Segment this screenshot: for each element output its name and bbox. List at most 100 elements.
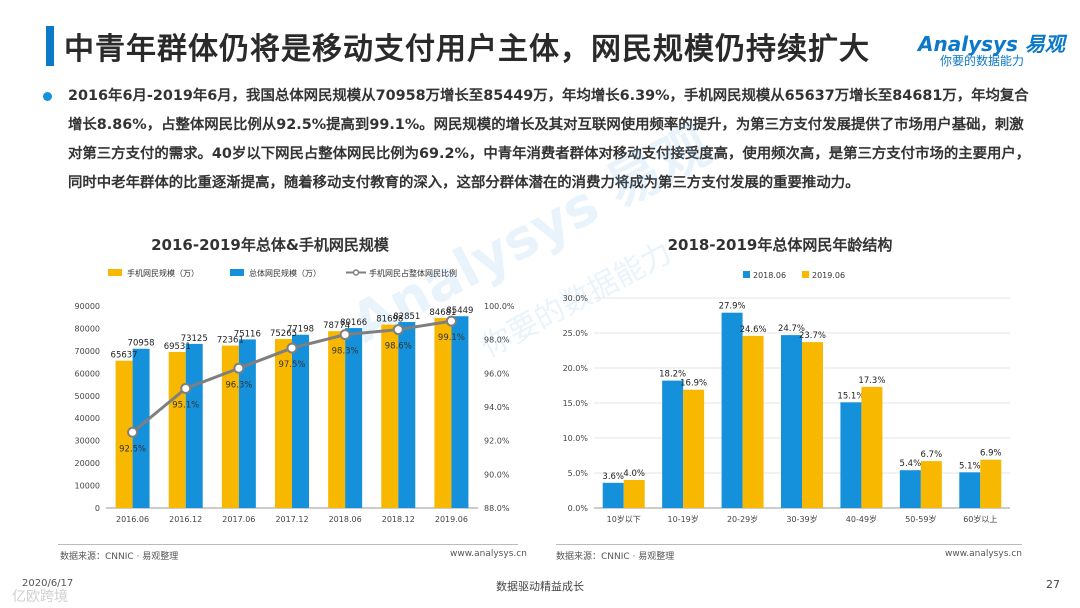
x-tick-label: 2018.06	[329, 515, 362, 524]
x-tick-label: 50-59岁	[905, 514, 936, 524]
bar-2018	[899, 470, 921, 508]
footer-date: 2020/6/17	[22, 578, 74, 589]
y-tick-label: 20000	[75, 459, 100, 468]
y-tick-label: 90000	[75, 302, 100, 311]
bar-mobile-users	[115, 360, 133, 508]
bullet-dot	[43, 92, 52, 101]
ratio-point	[392, 324, 404, 336]
bar-label-2019: 24.6%	[740, 325, 767, 335]
bar-label-total: 85449	[446, 306, 473, 316]
bar-2018	[781, 335, 802, 508]
bar-total-users	[185, 343, 203, 508]
bar-2018	[662, 380, 684, 508]
x-tick-label: 2017.06	[222, 515, 255, 524]
bar-label-2019: 16.9%	[680, 379, 707, 389]
logo-main-text: Analysys 易观	[918, 32, 1065, 56]
bar-label-mobile: 65637	[111, 351, 138, 361]
bar-label-total: 82851	[393, 312, 420, 322]
bar-label-mobile: 75265	[270, 329, 297, 339]
legend-label-1: 2019.06	[812, 271, 845, 280]
y-tick-label: 40000	[75, 414, 100, 423]
bar-2019	[742, 335, 764, 508]
y-tick-label: 60000	[75, 369, 100, 378]
logo-tagline: 你要的数据能力	[940, 54, 1025, 68]
bar-label-2018: 24.7%	[778, 324, 805, 334]
x-tick-label: 2018.12	[382, 515, 415, 524]
y-tick-label: 30000	[75, 437, 100, 446]
ratio-label: 98.3%	[332, 347, 359, 357]
bar-total-users	[398, 322, 416, 508]
chart-right: 2018.06 2019.06 0.0% 5.0% 10.0% 15.0% 20.0% 25.…	[563, 271, 1010, 524]
ratio-label: 96.3%	[225, 380, 252, 390]
ratio-point	[339, 329, 351, 341]
ratio-point	[445, 315, 457, 327]
y-tick-label: 0.0%	[568, 504, 589, 513]
y-tick-label: 10000	[75, 482, 100, 491]
bar-total-users	[292, 334, 309, 508]
source-left: 数据来源：CNNIC · 易观整理	[60, 552, 179, 562]
y2-tick-label: 100.0%	[484, 302, 515, 311]
x-tick-label: 2019.06	[435, 515, 468, 524]
ratio-point	[127, 426, 139, 438]
x-tick-label: 10岁以下	[607, 514, 641, 524]
y-tick-label: 5.0%	[568, 469, 589, 478]
bar-2019	[980, 459, 1002, 508]
bar-label-2018: 15.1%	[837, 391, 864, 401]
site-right: www.analysys.cn	[945, 549, 1022, 559]
y-tick-label: 0	[95, 504, 100, 513]
title-accent-bar	[46, 26, 54, 66]
y-tick-label: 80000	[75, 324, 100, 333]
bar-mobile-users	[221, 345, 239, 508]
ratio-point	[180, 382, 192, 394]
x-tick-label: 2017.12	[275, 515, 308, 524]
bar-2019	[861, 386, 883, 508]
y-tick-label: 15.0%	[563, 399, 589, 408]
chart-left-title: 2016-2019年总体&手机网民规模	[151, 236, 389, 254]
summary-paragraph: 2016年6月-2019年6月，我国总体网民规模从70958万增长至85449万…	[68, 88, 1031, 191]
ratio-point	[286, 342, 298, 354]
legend-marker-2	[352, 269, 360, 276]
y2-tick-label: 94.0%	[484, 403, 510, 412]
source-divider-left	[58, 544, 518, 545]
bar-mobile-users	[275, 339, 292, 508]
bar-label-total: 73125	[181, 334, 208, 344]
x-tick-label: 20-29岁	[727, 514, 758, 524]
y-tick-label: 50000	[75, 392, 100, 401]
bar-2019	[920, 461, 942, 508]
bar-2019	[683, 389, 705, 508]
bar-mobile-users	[381, 324, 399, 508]
x-tick-label: 60岁以上	[963, 514, 997, 524]
bar-label-2018: 5.4%	[900, 459, 922, 469]
bar-label-mobile: 69531	[164, 342, 191, 352]
bar-label-total: 80166	[340, 318, 367, 328]
y-tick-label: 30.0%	[563, 294, 589, 303]
ratio-label: 92.5%	[119, 444, 146, 454]
bar-2018	[602, 482, 624, 508]
bar-total-users	[238, 339, 256, 508]
y-tick-label: 20.0%	[563, 364, 589, 373]
x-tick-label: 2016.06	[116, 515, 149, 524]
bar-label-2018: 18.2%	[659, 370, 686, 380]
bar-2018	[959, 472, 981, 508]
y2-tick-label: 96.0%	[484, 369, 510, 378]
x-tick-label: 10-19岁	[668, 514, 699, 524]
bar-label-2019: 6.9%	[980, 449, 1002, 459]
y-tick-label: 70000	[75, 347, 100, 356]
bar-2019	[802, 342, 823, 508]
site-left: www.analysys.cn	[450, 549, 527, 559]
y-tick-label: 10.0%	[563, 434, 589, 443]
legend-label-2: 手机网民占整体网民比例	[369, 268, 457, 278]
legend-swatch-0	[743, 271, 750, 278]
legend-swatch-1	[802, 271, 809, 278]
bar-label-mobile: 84681	[429, 308, 456, 318]
bar-label-2019: 23.7%	[799, 331, 826, 341]
x-tick-label: 2016.12	[169, 515, 202, 524]
y2-tick-label: 88.0%	[484, 504, 510, 513]
bar-label-total: 75116	[234, 329, 261, 339]
bar-mobile-users	[328, 331, 346, 508]
source-divider-right	[556, 544, 1022, 545]
bar-total-users	[345, 328, 363, 508]
bar-label-2018: 27.9%	[719, 302, 746, 312]
y2-tick-label: 98.0%	[484, 336, 510, 345]
x-tick-label: 30-39岁	[786, 514, 817, 524]
